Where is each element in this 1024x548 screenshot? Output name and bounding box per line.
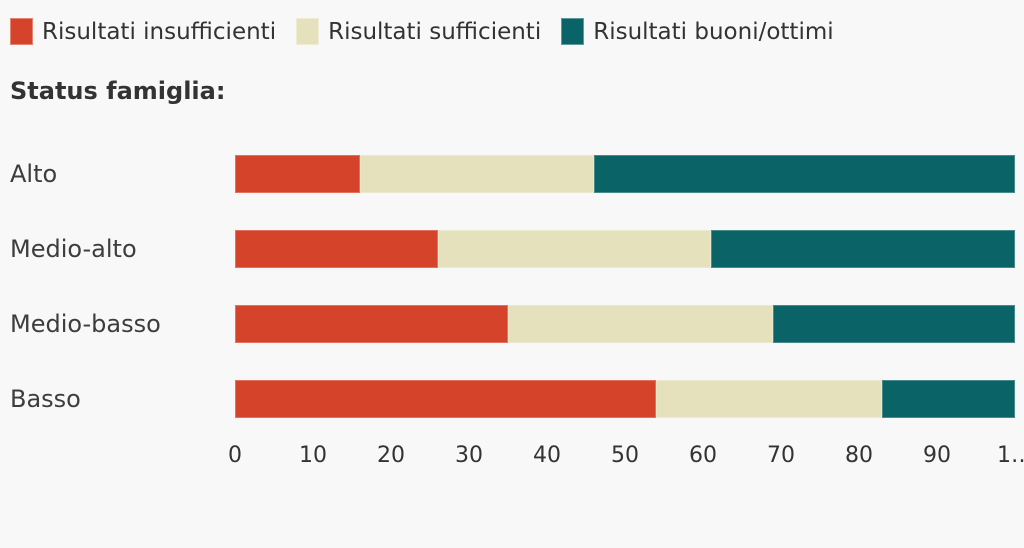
bar-segment-sufficienti [437, 229, 711, 268]
legend-item-sufficienti: Risultati sufficienti [296, 18, 541, 45]
bar-track [235, 154, 1015, 193]
x-tick-label: 0 [228, 443, 242, 468]
legend-swatch-insufficienti [10, 18, 33, 45]
bar-segment-buoni-ottimi [710, 229, 1015, 268]
legend-label: Risultati buoni/ottimi [593, 18, 834, 45]
bar-segment-buoni-ottimi [773, 304, 1015, 343]
category-label: Basso [10, 384, 81, 413]
x-tick-label: 30 [455, 443, 483, 468]
bar-track [235, 229, 1015, 268]
x-tick-label: 20 [377, 443, 405, 468]
category-label: Medio-alto [10, 234, 137, 263]
bar-track [235, 304, 1015, 343]
x-tick-label: 50 [611, 443, 639, 468]
x-tick-label: 10 [299, 443, 327, 468]
x-tick-label: 80 [845, 443, 873, 468]
legend-swatch-sufficienti [296, 18, 320, 45]
bar-row: Medio-alto [0, 211, 1024, 286]
bar-track [235, 379, 1015, 418]
x-tick-label: 40 [533, 443, 561, 468]
category-label: Alto [10, 159, 58, 188]
x-tick-label: 70 [767, 443, 795, 468]
x-tick-label: 1… [997, 443, 1024, 468]
x-axis: 0 10 20 30 40 50 60 70 80 90 1… [228, 443, 1024, 473]
bar-segment-insufficienti [235, 304, 508, 343]
bar-rows: Alto Medio-alto Medio-basso Basso [0, 136, 1024, 436]
legend-label: Risultati sufficienti [328, 18, 542, 45]
chart-title: Status famiglia: [10, 77, 226, 105]
legend-item-buoni-ottimi: Risultati buoni/ottimi [561, 18, 834, 45]
bar-row: Alto [0, 136, 1024, 211]
x-tick-label: 90 [923, 443, 951, 468]
bar-segment-buoni-ottimi [882, 379, 1015, 418]
legend-item-insufficienti: Risultati insufficienti [10, 18, 276, 45]
legend-swatch-buoni-ottimi [561, 18, 585, 45]
bar-segment-buoni-ottimi [593, 154, 1015, 193]
bar-segment-insufficienti [235, 229, 438, 268]
bar-segment-insufficienti [235, 154, 360, 193]
legend: Risultati insufficienti Risultati suffici… [10, 18, 1024, 45]
bar-segment-sufficienti [359, 154, 594, 193]
bar-row: Medio-basso [0, 286, 1024, 361]
legend-label: Risultati insufficienti [42, 18, 277, 45]
category-label: Medio-basso [10, 309, 161, 338]
x-tick-label: 60 [689, 443, 717, 468]
bar-segment-sufficienti [508, 304, 774, 343]
bar-segment-sufficienti [656, 379, 883, 418]
bar-row: Basso [0, 361, 1024, 436]
bar-segment-insufficienti [235, 379, 657, 418]
